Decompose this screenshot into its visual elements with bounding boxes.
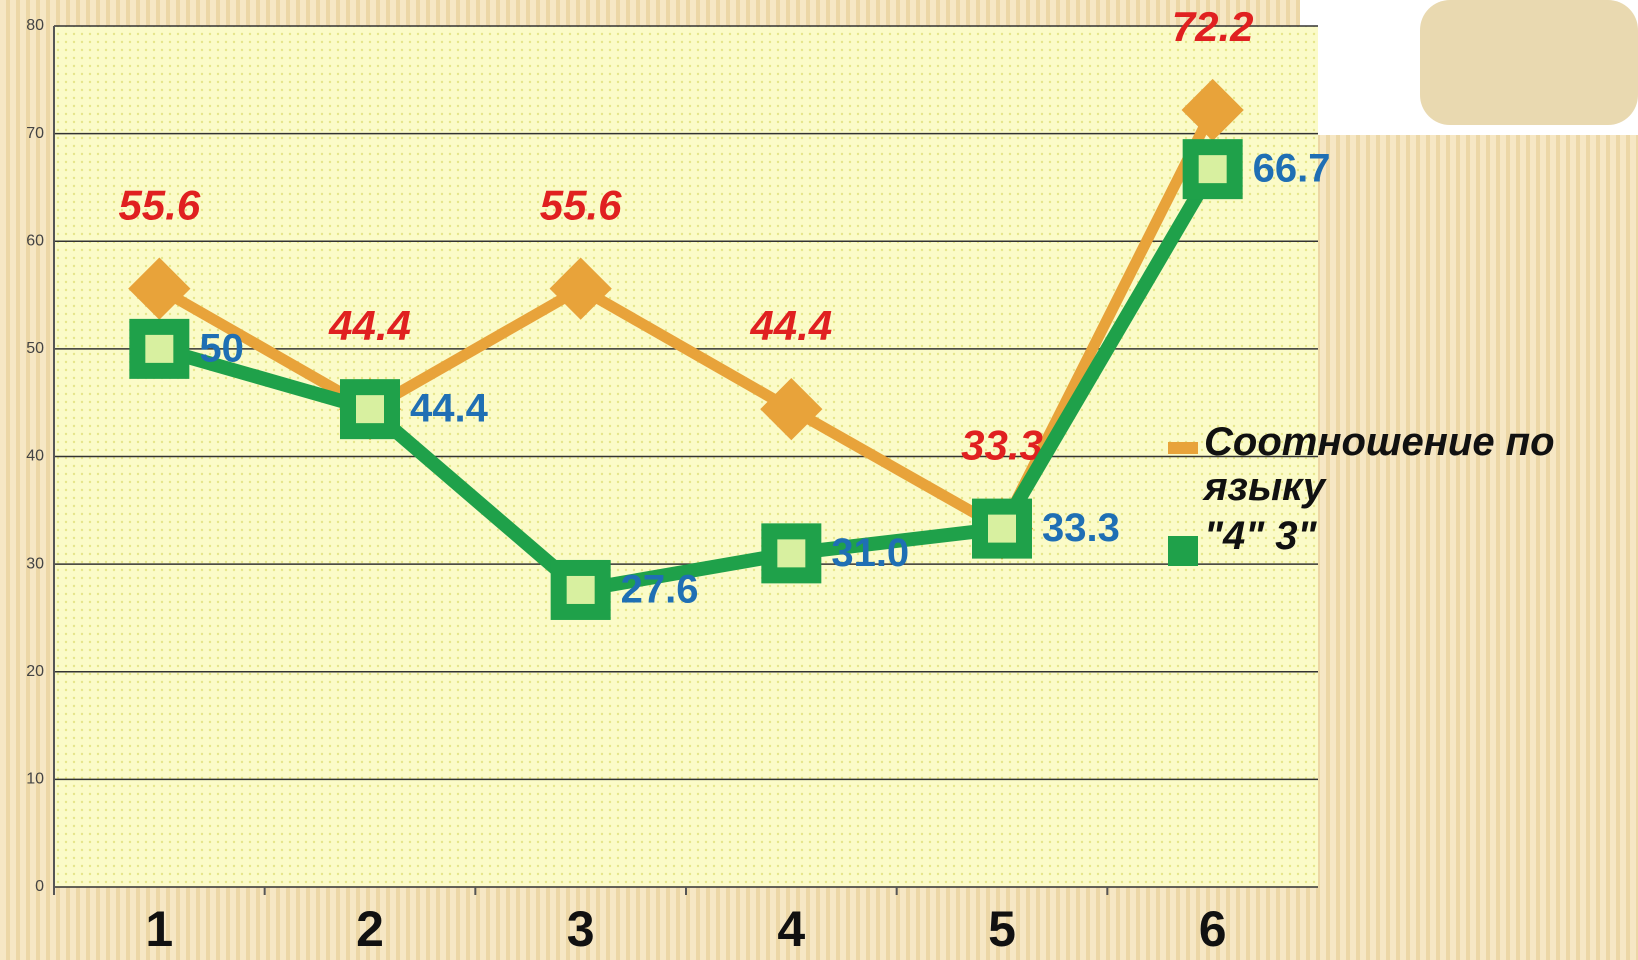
marker-inner <box>1199 155 1227 183</box>
data-label: 44.4 <box>749 302 832 349</box>
legend-swatch <box>1168 442 1198 454</box>
y-tick-label: 80 <box>26 17 44 34</box>
x-tick-label: 3 <box>567 901 595 957</box>
marker-inner <box>356 395 384 423</box>
y-tick-label: 10 <box>26 771 44 788</box>
data-label: 72.2 <box>1172 3 1254 50</box>
x-tick-label: 4 <box>777 901 805 957</box>
x-tick-label: 5 <box>988 901 1016 957</box>
marker-inner <box>567 576 595 604</box>
data-label: 55.6 <box>118 182 200 229</box>
x-tick-label: 6 <box>1199 901 1227 957</box>
y-tick-label: 30 <box>26 555 44 572</box>
y-tick-label: 70 <box>26 125 44 142</box>
data-label: 33.3 <box>961 422 1043 469</box>
legend-label: "4" 3" <box>1204 514 1317 559</box>
legend-label: Соотношение по языку <box>1204 420 1628 510</box>
legend-item: "4" 3" <box>1168 514 1628 566</box>
y-tick-label: 40 <box>26 448 44 465</box>
x-tick-label: 2 <box>356 901 384 957</box>
y-tick-label: 0 <box>35 878 44 895</box>
decoration <box>1420 0 1638 125</box>
data-label: 33.3 <box>1042 506 1120 550</box>
data-label: 66.7 <box>1253 147 1331 191</box>
legend-item: Соотношение по языку <box>1168 420 1628 510</box>
marker-inner <box>988 515 1016 543</box>
y-tick-label: 20 <box>26 663 44 680</box>
data-label: 44.4 <box>410 387 489 431</box>
x-tick-label: 1 <box>145 901 173 957</box>
y-tick-label: 50 <box>26 340 44 357</box>
marker-inner <box>145 335 173 363</box>
data-label: 44.4 <box>328 302 411 349</box>
legend-swatch <box>1168 536 1198 566</box>
y-tick-label: 60 <box>26 232 44 249</box>
data-label: 50 <box>199 326 244 370</box>
slide: 0 10 20 30 40 50 60 70 80 1 2 3 4 5 6 55.6 44.4 55.6 44.4 3… <box>0 0 1638 960</box>
data-label: 27.6 <box>621 568 699 612</box>
marker-inner <box>777 539 805 567</box>
data-label: 31.0 <box>831 531 909 575</box>
legend: Соотношение по языку"4" 3" <box>1168 420 1628 570</box>
data-label: 55.6 <box>540 182 622 229</box>
